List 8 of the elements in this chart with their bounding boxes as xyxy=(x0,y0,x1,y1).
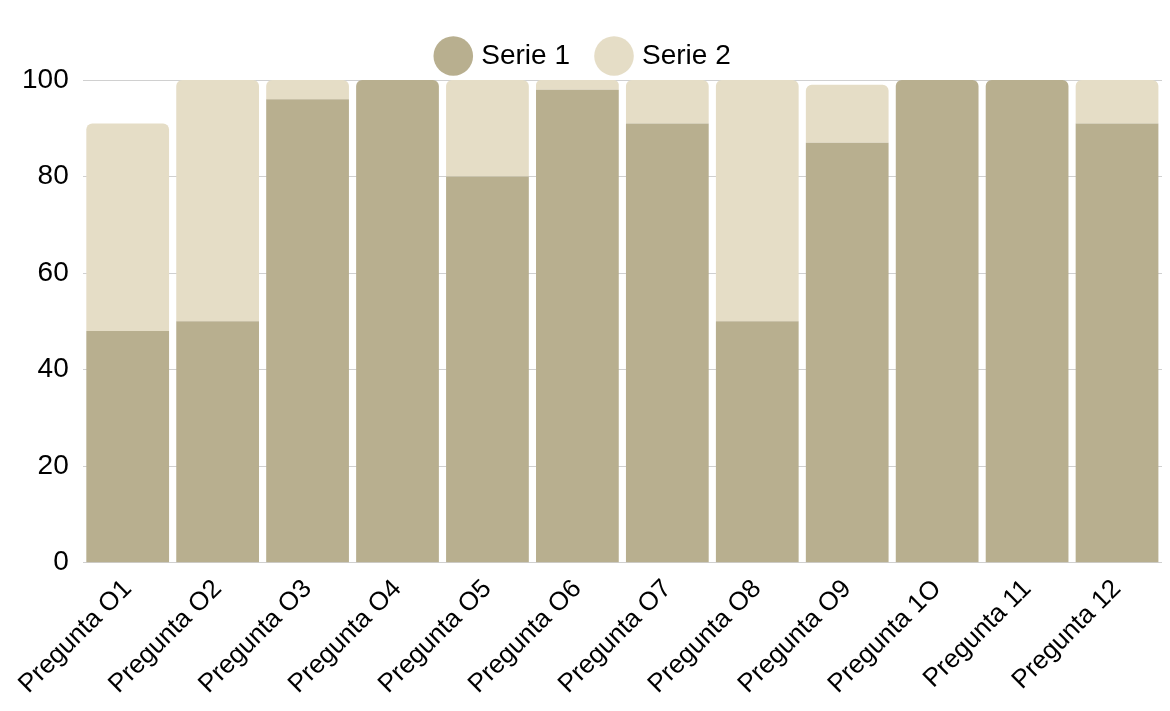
legend-label: Serie 2 xyxy=(642,38,731,70)
y-tick-label: 60 xyxy=(37,255,69,287)
y-tick-label: 100 xyxy=(22,62,69,94)
y-tick-label: 80 xyxy=(37,159,69,191)
legend-label: Serie 1 xyxy=(481,38,570,70)
y-tick-label: 40 xyxy=(37,352,69,384)
y-tick-label: 20 xyxy=(37,448,69,480)
y-tick-label: 0 xyxy=(53,545,69,577)
